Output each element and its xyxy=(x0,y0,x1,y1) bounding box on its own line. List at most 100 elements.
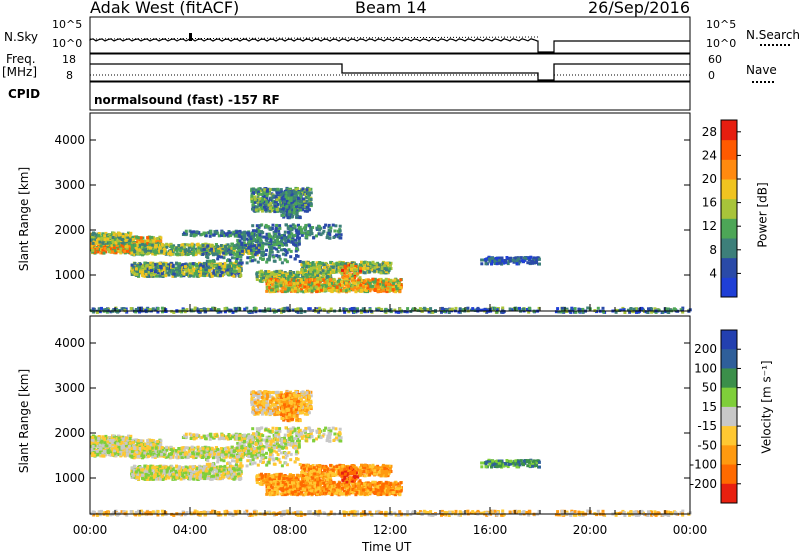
power-cell xyxy=(491,256,495,260)
power-cell xyxy=(307,280,311,284)
power-cell xyxy=(228,308,232,312)
power-cell xyxy=(650,308,653,311)
power-cell xyxy=(207,262,211,266)
power-cell xyxy=(146,262,150,265)
power-cell xyxy=(269,188,272,192)
power-cell xyxy=(158,261,162,265)
power-cell xyxy=(281,289,285,293)
power-cell xyxy=(293,289,297,293)
power-cell xyxy=(574,310,578,314)
power-cell xyxy=(281,271,285,275)
power-cell xyxy=(327,229,331,232)
power-cell xyxy=(366,266,370,270)
power-cell xyxy=(199,244,203,248)
power-cell xyxy=(154,274,158,278)
power-cell xyxy=(271,223,275,227)
power-cell xyxy=(265,232,269,236)
power-cell xyxy=(281,212,285,216)
power-cell xyxy=(319,288,323,292)
power-cell xyxy=(307,191,311,195)
power-cell xyxy=(490,260,494,264)
power-cell xyxy=(307,203,311,207)
nave-legend-line xyxy=(752,81,774,83)
power-cell xyxy=(258,241,262,245)
power-cell xyxy=(250,200,254,204)
power-cell xyxy=(101,241,105,245)
power-cell xyxy=(387,269,391,272)
power-cell xyxy=(296,196,300,200)
power-cell xyxy=(125,246,129,250)
power-cell xyxy=(128,247,132,251)
power-cell xyxy=(164,269,167,273)
power-cell xyxy=(304,223,308,227)
power-cell xyxy=(119,251,123,255)
power-cell xyxy=(234,307,238,311)
power-cell xyxy=(181,245,185,249)
power-cell xyxy=(403,310,407,314)
power-cell xyxy=(341,283,345,287)
power-cell xyxy=(319,278,323,282)
power-cell xyxy=(299,200,303,204)
power-cell xyxy=(348,266,352,270)
power-cell xyxy=(283,290,287,294)
power-cell xyxy=(389,286,392,290)
power-cell xyxy=(141,267,145,271)
power-cell xyxy=(273,204,277,208)
power-cell xyxy=(166,271,170,275)
power-cell xyxy=(596,306,600,310)
power-cell xyxy=(290,208,294,212)
power-cell xyxy=(363,271,367,275)
power-cell xyxy=(283,209,287,213)
power-cell xyxy=(136,250,140,254)
power-cell xyxy=(208,251,212,254)
power-cell xyxy=(252,191,256,195)
power-cell xyxy=(338,224,342,228)
power-cell xyxy=(380,265,384,269)
power-cell xyxy=(141,236,145,240)
power-cell xyxy=(260,276,264,280)
power-cell xyxy=(113,246,116,250)
power-cell xyxy=(368,281,372,285)
power-cell xyxy=(338,282,342,286)
power-cell xyxy=(241,232,245,236)
power-cell xyxy=(259,201,263,205)
power-cell xyxy=(275,208,279,212)
power-cell xyxy=(269,207,272,210)
cpid-label: CPID xyxy=(8,87,41,101)
power-cell xyxy=(268,190,271,194)
power-cell xyxy=(255,275,259,278)
nave-tick-top: 60 xyxy=(708,53,722,66)
power-cell xyxy=(305,278,309,282)
power-cell xyxy=(190,242,194,246)
power-cell xyxy=(276,275,279,278)
power-cell xyxy=(247,310,251,314)
power-cell xyxy=(279,289,283,293)
power-cell xyxy=(347,269,350,273)
power-cell xyxy=(281,214,285,217)
power-cell xyxy=(93,232,97,236)
power-cell xyxy=(113,249,117,253)
power-cell xyxy=(177,244,181,247)
power-cell xyxy=(293,286,297,290)
power-cell xyxy=(482,308,486,312)
power-cell xyxy=(122,307,126,311)
power-cell xyxy=(121,232,125,236)
power-cell xyxy=(185,263,189,267)
power-cell xyxy=(124,238,128,242)
power-cell xyxy=(259,205,263,209)
power-cell xyxy=(314,264,318,268)
power-cell xyxy=(165,266,169,270)
power-cell xyxy=(286,308,290,312)
power-cell xyxy=(103,238,107,242)
power-cell xyxy=(296,275,300,278)
power-cell xyxy=(347,289,351,293)
power-cell xyxy=(301,260,305,264)
power-cell xyxy=(329,278,332,282)
power-cell xyxy=(260,223,264,227)
power-cell xyxy=(164,308,168,312)
power-cell xyxy=(261,201,265,205)
power-cell xyxy=(614,310,618,314)
power-cell xyxy=(156,265,160,269)
power-cell xyxy=(364,285,368,288)
power-cell xyxy=(132,265,136,269)
